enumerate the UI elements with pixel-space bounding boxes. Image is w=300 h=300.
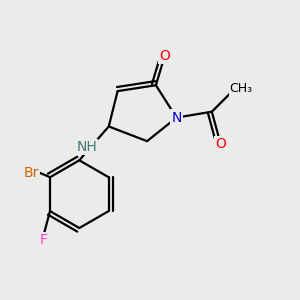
Text: N: N	[171, 111, 182, 124]
Text: O: O	[215, 137, 226, 151]
Text: CH₃: CH₃	[230, 82, 253, 95]
Text: F: F	[40, 233, 48, 247]
Text: Br: Br	[23, 166, 39, 180]
Text: NH: NH	[76, 140, 97, 154]
Text: O: O	[159, 49, 170, 63]
